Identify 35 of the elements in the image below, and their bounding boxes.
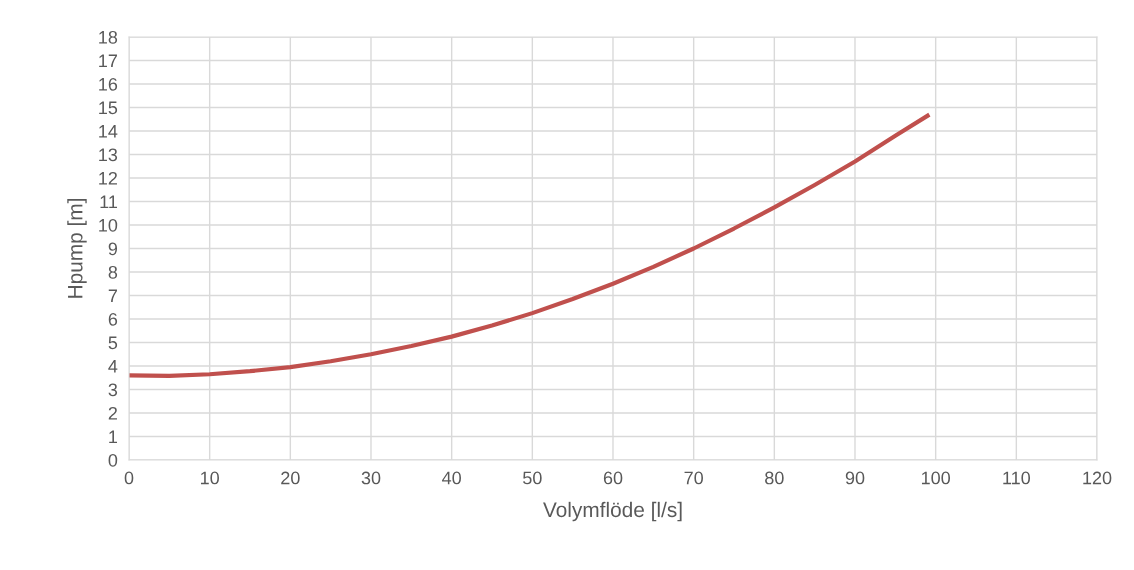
x-tick-label: 120 (1083, 471, 1112, 485)
x-tick-label: 90 (845, 471, 865, 485)
x-axis-title: Volymflöde [l/s] (543, 501, 682, 522)
x-tick-label: 100 (921, 471, 951, 485)
y-axis-title: Hpump [m] (67, 199, 87, 298)
x-tick-label: 110 (1003, 471, 1031, 485)
y-tick-label: 0 (108, 453, 118, 467)
y-tick-label: 5 (108, 336, 118, 350)
x-tick-label: 50 (523, 471, 542, 485)
y-tick-label: 4 (108, 360, 118, 373)
y-tick-label: 7 (108, 289, 117, 303)
x-tick-label: 60 (603, 471, 623, 485)
y-tick-label: 16 (99, 77, 118, 91)
y-tick-label: 9 (108, 242, 118, 256)
y-tick-label: 8 (108, 265, 118, 279)
y-tick-label: 17 (99, 54, 117, 68)
x-tick-label: 10 (201, 471, 219, 485)
y-tick-label: 14 (99, 125, 118, 138)
y-tick-label: 12 (99, 171, 117, 185)
x-tick-label: 70 (684, 471, 703, 485)
x-tick-label: 0 (124, 471, 134, 485)
x-tick-label: 80 (765, 471, 784, 485)
y-tick-label: 18 (99, 30, 118, 44)
x-tick-label: 30 (361, 471, 381, 485)
line-series (129, 113, 930, 378)
y-tick-label: 1 (109, 430, 118, 444)
y-tick-label: 2 (108, 406, 117, 420)
x-tick-label: 20 (281, 471, 300, 485)
y-tick-label: 10 (99, 218, 118, 232)
y-tick-label: 11 (100, 195, 118, 209)
y-tick-label: 15 (99, 101, 118, 115)
y-tick-label: 3 (108, 383, 118, 397)
x-tick-label: 40 (442, 471, 461, 485)
y-tick-label: 13 (99, 148, 118, 162)
y-tick-label: 6 (108, 312, 118, 326)
